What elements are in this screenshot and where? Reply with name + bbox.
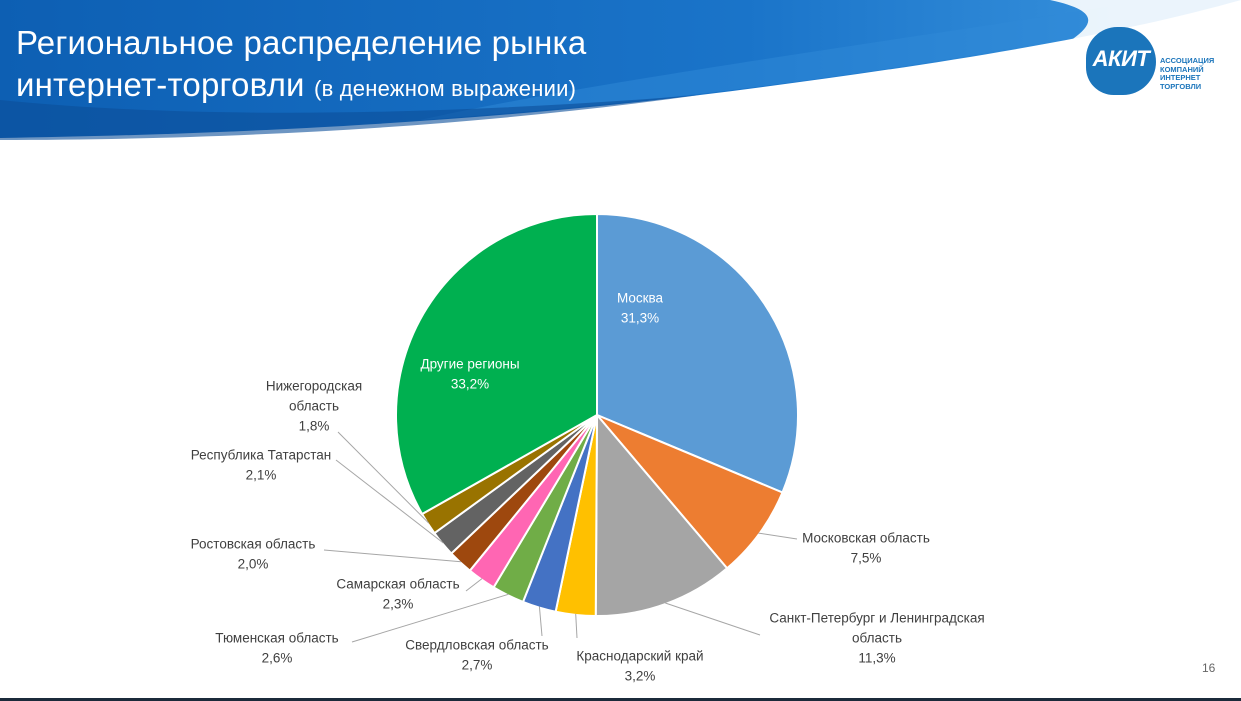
slice-value-label: 2,3% <box>383 597 414 612</box>
slice-value-label: 11,3% <box>858 651 895 666</box>
title-line-1: Региональное распределение рынка <box>16 24 587 61</box>
logo-line: КОМПАНИЙ <box>1160 64 1204 74</box>
slice-value-label: 7,5% <box>851 551 882 566</box>
slice-category-label: Нижегородская <box>266 379 362 394</box>
akit-logo: АКИТ АССОЦИАЦИЯ КОМПАНИЙ ИНТЕРНЕТ ТОРГОВ… <box>1086 27 1236 97</box>
logo-text: АССОЦИАЦИЯ КОМПАНИЙ ИНТЕРНЕТ ТОРГОВЛИ <box>1160 56 1236 91</box>
slice-value-label: 2,0% <box>238 557 269 572</box>
leader-line <box>758 532 798 540</box>
leader-line <box>337 431 430 524</box>
pie-slice <box>596 212 799 494</box>
slice-category-label: Свердловская область <box>405 638 548 653</box>
slice-value-label: 2,6% <box>262 651 293 666</box>
logo-line: ИНТЕРНЕТ <box>1160 73 1201 82</box>
slice-category-label: Москва <box>617 291 664 306</box>
slice-value-label: 33,2% <box>451 377 489 392</box>
title-note: (в денежном выражении) <box>314 76 577 101</box>
slice-category-label: Самарская область <box>336 577 459 592</box>
page-number: 16 <box>1202 661 1216 675</box>
leader-line <box>665 602 761 636</box>
slice-category-label: Ростовская область <box>191 537 316 552</box>
pie-slice <box>395 212 598 516</box>
header-banner <box>0 0 1241 140</box>
page-title: Региональное распределение рынка интерне… <box>16 22 586 110</box>
leader-line <box>351 593 509 643</box>
slice-value-label: 31,3% <box>621 311 659 326</box>
slice-value-label: 2,1% <box>246 468 277 483</box>
slice-category-label: Тюменская область <box>215 631 338 646</box>
title-line-2: интернет-торговли <box>16 66 305 103</box>
slice-value-label: 3,2% <box>625 669 656 684</box>
logo-line: АССОЦИАЦИЯ <box>1160 56 1215 65</box>
logo-mark: АКИТ <box>1086 27 1156 95</box>
slice-value-label: 2,7% <box>462 658 493 673</box>
slice-category-label: Московская область <box>802 531 930 546</box>
slice-value-label: 1,8% <box>299 419 330 434</box>
slice-category-label: Краснодарский край <box>576 649 703 664</box>
logo-line: ТОРГОВЛИ <box>1160 81 1202 91</box>
leader-line <box>538 606 543 637</box>
bottom-divider <box>0 698 1241 701</box>
slice-category-label: область <box>852 631 902 646</box>
slice-category-label: Республика Татарстан <box>191 448 332 463</box>
slice-category-label: Другие регионы <box>420 357 519 372</box>
leader-line <box>323 549 462 563</box>
leader-line <box>335 459 444 544</box>
leader-line <box>465 578 483 592</box>
slice-category-label: область <box>289 399 339 414</box>
leader-line <box>575 613 578 639</box>
pie-slice <box>594 412 729 618</box>
slice-category-label: Санкт-Петербург и Ленинградская <box>769 611 984 626</box>
logo-mark-text: АКИТ <box>1092 46 1150 71</box>
